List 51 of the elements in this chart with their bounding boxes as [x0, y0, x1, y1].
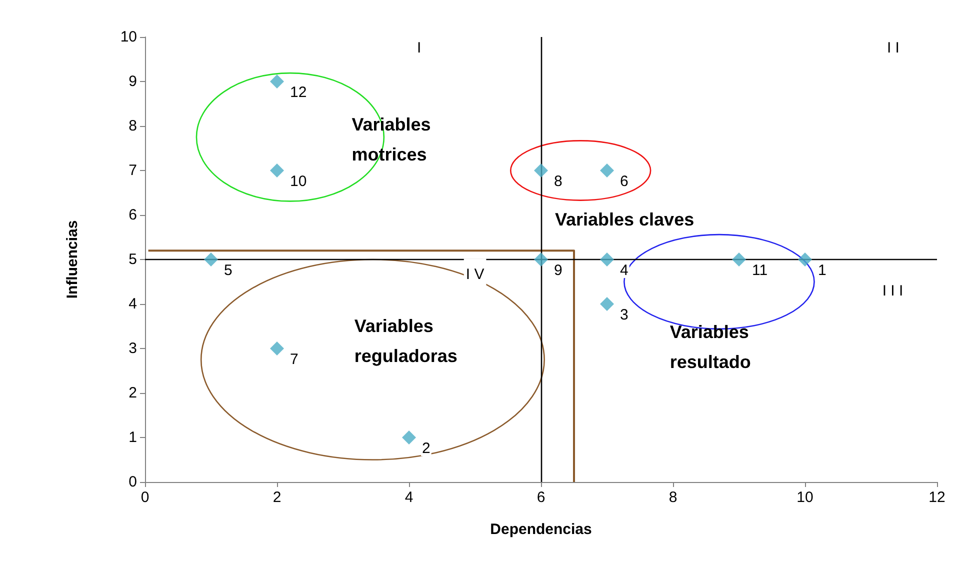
y-tick-label: 1: [128, 429, 137, 446]
annotation: 10: [290, 173, 307, 190]
y-tick-label: 6: [128, 206, 137, 224]
point: [270, 164, 284, 178]
y-tick-label: 4: [128, 296, 137, 312]
point: [534, 164, 548, 178]
y-axis-title: Influencias: [64, 220, 81, 299]
point: [798, 252, 812, 266]
annotation: 8: [554, 173, 562, 190]
x-tick-label: 4: [404, 489, 414, 506]
point: [270, 74, 284, 88]
x-tick-label: 12: [928, 489, 946, 506]
y-tick-label: 10: [120, 28, 137, 46]
point: [204, 252, 218, 266]
point: [600, 297, 614, 311]
y-tick-label: 3: [128, 340, 137, 357]
point: [600, 252, 614, 266]
annotation: 7: [290, 351, 298, 368]
y-tick-label: 5: [128, 251, 137, 268]
annotation: 9: [554, 262, 562, 279]
y-tick-label: 2: [128, 384, 137, 402]
annotation: 1: [818, 262, 826, 279]
point: [732, 252, 746, 266]
x-tick-label: 0: [140, 489, 150, 506]
point: [534, 252, 548, 266]
annotation: I: [417, 40, 422, 57]
point: [270, 342, 284, 356]
annotation: Variables reguladoras: [354, 316, 458, 366]
annotation: I I I: [882, 282, 904, 300]
annotation: 5: [224, 262, 232, 279]
x-tick-label: 6: [536, 489, 546, 506]
x-axis-title: Dependencias: [490, 521, 592, 538]
point: [600, 164, 614, 178]
annotation: 2: [422, 440, 430, 457]
x-tick-label: 2: [272, 489, 282, 506]
annotation: Variables resultado: [670, 322, 751, 372]
annotation: Variables claves: [554, 209, 694, 230]
y-tick-label: 9: [128, 73, 137, 90]
annotation: 11: [752, 262, 768, 279]
point: [402, 430, 416, 444]
annotation: 12: [290, 84, 307, 101]
x-tick-label: 10: [796, 489, 814, 506]
annotation: 4: [620, 262, 628, 279]
annotation: 3: [620, 306, 628, 324]
annotation: I V: [466, 266, 484, 284]
y-tick-label: 0: [128, 474, 137, 490]
annotation: I I: [886, 40, 900, 57]
y-tick-label: 7: [128, 162, 137, 179]
y-tick-label: 8: [128, 118, 137, 134]
annotation: 6: [620, 173, 628, 190]
x-tick-label: 8: [668, 489, 678, 506]
